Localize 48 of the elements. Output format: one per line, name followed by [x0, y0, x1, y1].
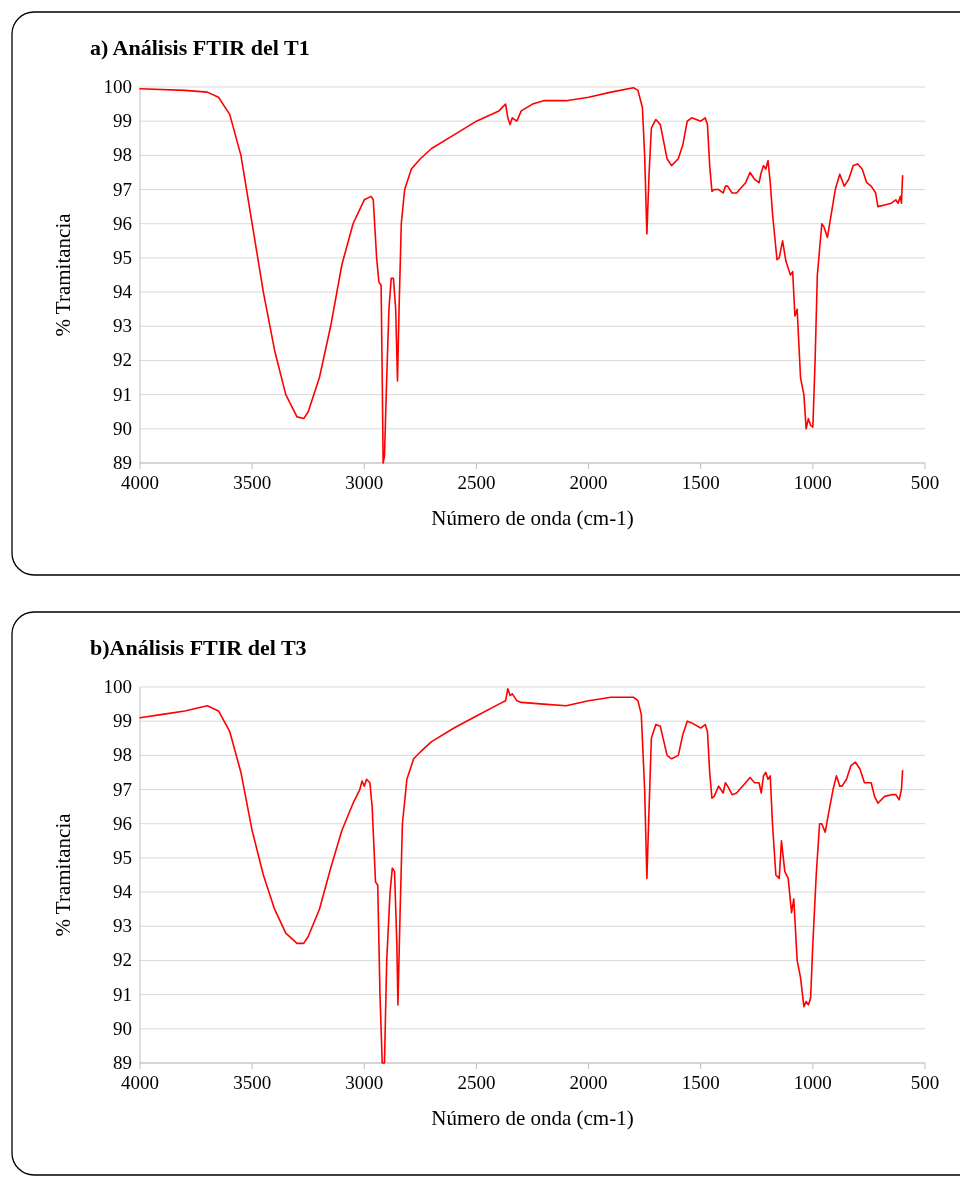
- x-tick-label: 3000: [345, 1072, 384, 1093]
- x-tick-label: 1500: [681, 472, 720, 493]
- y-axis-title: % Tramitancia: [51, 212, 75, 337]
- x-tick-label: 3500: [233, 1072, 272, 1093]
- y-tick-label: 98: [113, 744, 132, 766]
- y-tick-label: 96: [113, 812, 132, 834]
- y-tick-label: 90: [113, 1017, 132, 1039]
- x-axis-title: Número de onda (cm-1): [431, 1106, 634, 1130]
- x-axis-title: Número de onda (cm-1): [431, 506, 634, 530]
- x-tick-label: 2500: [457, 1072, 496, 1093]
- y-tick-label: 95: [113, 246, 132, 268]
- x-tick-label: 4000: [121, 1072, 159, 1093]
- y-tick-label: 97: [113, 178, 132, 200]
- x-tick-label: 3000: [345, 472, 384, 493]
- y-tick-label: 98: [113, 144, 132, 166]
- y-tick-label: 97: [113, 778, 132, 800]
- y-tick-label: 100: [103, 76, 132, 97]
- x-tick-label: 2000: [569, 1072, 608, 1093]
- line-series: [139, 687, 904, 1064]
- y-tick-label: 99: [113, 710, 132, 732]
- y-tick-label: 89: [113, 1052, 132, 1073]
- y-tick-label: 89: [113, 452, 132, 473]
- x-tick-label: 500: [910, 1072, 940, 1093]
- y-tick-label: 96: [113, 212, 132, 234]
- y-tick-label: 91: [113, 383, 132, 405]
- x-tick-label: 1000: [793, 472, 832, 493]
- x-tick-label: 2000: [569, 472, 608, 493]
- chart-title: b)Análisis FTIR del T3: [90, 635, 307, 660]
- y-tick-label: 90: [113, 417, 132, 439]
- y-tick-label: 91: [113, 983, 132, 1005]
- y-axis-title: % Tramitancia: [51, 812, 75, 937]
- chart-title: a) Análisis FTIR del T1: [90, 35, 310, 60]
- y-tick-label: 94: [113, 881, 133, 903]
- y-tick-label: 92: [113, 349, 132, 371]
- y-tick-label: 94: [113, 281, 133, 303]
- y-tick-label: 92: [113, 949, 132, 971]
- x-tick-label: 2500: [457, 472, 496, 493]
- x-tick-label: 3500: [233, 472, 272, 493]
- x-tick-label: 4000: [121, 472, 159, 493]
- x-tick-label: 1000: [793, 1072, 832, 1093]
- x-tick-label: 500: [910, 472, 940, 493]
- y-tick-label: 93: [113, 315, 132, 337]
- line-series: [139, 86, 904, 464]
- y-tick-label: 95: [113, 846, 132, 868]
- y-tick-label: 93: [113, 915, 132, 937]
- y-tick-label: 100: [103, 676, 132, 697]
- y-tick-label: 99: [113, 110, 132, 132]
- x-tick-label: 1500: [681, 1072, 720, 1093]
